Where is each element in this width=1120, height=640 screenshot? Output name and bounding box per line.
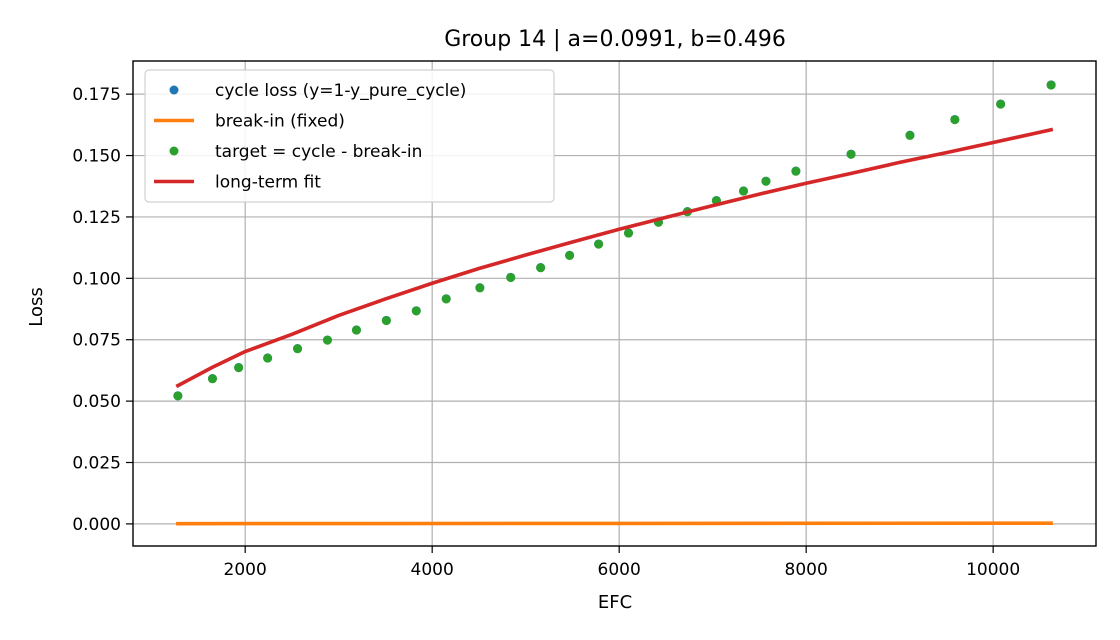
series-point-2 — [594, 239, 604, 249]
series-point-2 — [506, 273, 516, 283]
series-point-2 — [739, 186, 749, 196]
x-tick-label: 6000 — [598, 560, 641, 580]
series-point-2 — [565, 250, 575, 260]
legend-label-1: break-in (fixed) — [215, 112, 345, 132]
series-point-2 — [293, 344, 303, 354]
series-point-2 — [1046, 80, 1056, 90]
x-tick-label: 10000 — [966, 560, 1020, 580]
series-point-2 — [234, 363, 244, 373]
series-point-2 — [536, 263, 546, 273]
series-line-3 — [175, 127, 1054, 389]
series-point-2 — [791, 166, 801, 176]
legend-label-2: target = cycle - break-in — [215, 142, 422, 162]
y-axis-label: Loss — [26, 287, 47, 326]
y-tick-label: 0.050 — [72, 392, 121, 412]
x-tick-label: 4000 — [411, 560, 454, 580]
y-tick-label: 0.000 — [72, 515, 121, 535]
series-point-2 — [846, 149, 856, 159]
plot-frame — [132, 60, 1097, 547]
series-point-2 — [411, 306, 421, 316]
legend-label-3: long-term fit — [215, 173, 321, 193]
series-point-2 — [173, 391, 183, 401]
series-point-2 — [905, 130, 915, 140]
legend: cycle loss (y=1-y_pure_cycle) break-in (f… — [144, 69, 555, 203]
x-tick-label: 2000 — [224, 560, 267, 580]
series-point-2 — [263, 353, 273, 363]
legend-box — [144, 69, 555, 203]
y-tick-label: 0.025 — [72, 454, 121, 474]
series-point-2 — [441, 294, 451, 304]
y-tick-label: 0.100 — [72, 269, 121, 289]
series-point-2 — [761, 176, 771, 186]
series-point-2 — [381, 316, 391, 326]
chart-title: Group 14 | a=0.0991, b=0.496 — [444, 27, 786, 52]
y-tick-label: 0.125 — [72, 208, 121, 228]
series-point-2 — [207, 374, 217, 384]
y-tick-label: 0.075 — [72, 331, 121, 351]
series-point-2 — [322, 335, 332, 345]
axes-layer: 2000 4000 6000 8000 10000 0.000 0.025 0.050 0.07… — [72, 60, 1097, 580]
series-layer — [173, 80, 1056, 526]
series-point-2 — [624, 228, 634, 238]
y-tick-label: 0.150 — [72, 147, 121, 167]
legend-label-0: cycle loss (y=1-y_pure_cycle) — [215, 81, 466, 101]
y-tick-label: 0.175 — [72, 85, 121, 105]
series-point-2 — [950, 115, 960, 125]
series-point-2 — [996, 99, 1006, 109]
x-tick-label: 8000 — [785, 560, 828, 580]
legend-point-marker-2 — [169, 146, 179, 156]
x-axis-label: EFC — [598, 592, 632, 613]
series-point-2 — [351, 325, 361, 335]
series-point-2 — [475, 283, 485, 293]
legend-point-marker-0 — [169, 85, 179, 95]
